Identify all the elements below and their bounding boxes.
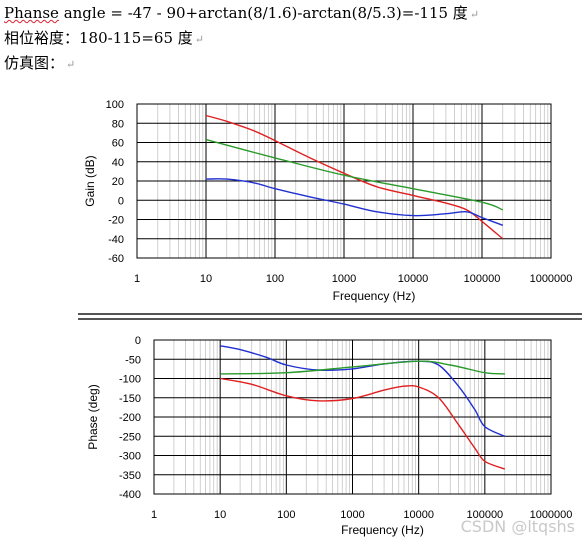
x-tick-label: 10000 [398,273,429,285]
y-tick-label: -200 [119,412,141,424]
return-mark: ↵ [469,8,480,21]
y-tick-label: -150 [119,393,141,405]
y-axis-label: Phase (deg) [86,384,100,449]
y-tick-label: -300 [119,451,141,463]
phase-angle-line: Phanse angle = -47 - 90+arctan(8/1.6)-ar… [4,2,479,23]
y-axis-label: Gain (dB) [83,155,97,206]
x-tick-label: 10 [214,509,226,521]
series-line-2 [220,360,505,375]
y-tick-label: 80 [112,118,124,130]
phanse-word: Phanse [4,4,59,22]
x-tick-label: 1000000 [530,273,573,285]
x-axis-label: Frequency (Hz) [341,523,424,537]
series-line-1 [205,114,504,240]
y-tick-label: 0 [118,195,124,207]
series-line-2 [205,138,504,211]
phase-chart: 1 10 100 1000 10000 100000 1000000 0 -50 -100 -150… [86,335,572,537]
simulation-label: 仿真图： [4,54,65,72]
y-tick-label: -50 [125,354,141,366]
x-tick-label: 100000 [464,273,501,285]
return-mark: ↵ [194,33,204,46]
phase-margin-text: 相位裕度：180-115=65 度 [4,29,193,47]
y-tick-label: -20 [108,215,124,227]
y-tick-label: 100 [106,99,124,111]
y-tick-label: 60 [112,138,124,150]
x-axis-label: Frequency (Hz) [333,289,416,303]
x-tick-label: 1000 [332,273,356,285]
y-tick-label: -350 [119,470,141,482]
x-tick-label: 1000 [340,509,364,521]
x-tick-label: 1000000 [530,509,573,521]
x-tick-label: 100 [266,273,284,285]
watermark: CSDN @ltqshs [460,517,575,536]
series-line-3 [205,178,504,226]
phase-angle-equation: angle = -47 - 90+arctan(8/1.6)-arctan(8/… [58,4,468,22]
gain-chart: 1 10 100 1000 10000 100000 1000000 100 80 60 40 20 0… [83,99,572,303]
x-tick-label: 1 [134,273,140,285]
y-tick-label: -100 [119,374,141,386]
return-mark: ↵ [66,58,76,71]
phase-margin-line: 相位裕度：180-115=65 度 ↵ [4,27,204,48]
y-tick-label: 20 [112,176,124,188]
y-tick-label: -60 [108,253,124,265]
x-tick-label: 10000 [403,509,434,521]
x-tick-label: 10 [200,273,212,285]
y-tick-label: -250 [119,431,141,443]
y-tick-label: 40 [112,157,124,169]
x-tick-label: 1 [151,509,157,521]
y-tick-label: -40 [108,234,124,246]
series-line-3 [220,377,506,470]
y-tick-label: 0 [135,335,141,347]
y-tick-label: -400 [119,489,141,501]
x-tick-label: 100000 [466,509,503,521]
x-tick-label: 100 [277,509,295,521]
simulation-label-line: 仿真图： ↵ [4,52,75,73]
